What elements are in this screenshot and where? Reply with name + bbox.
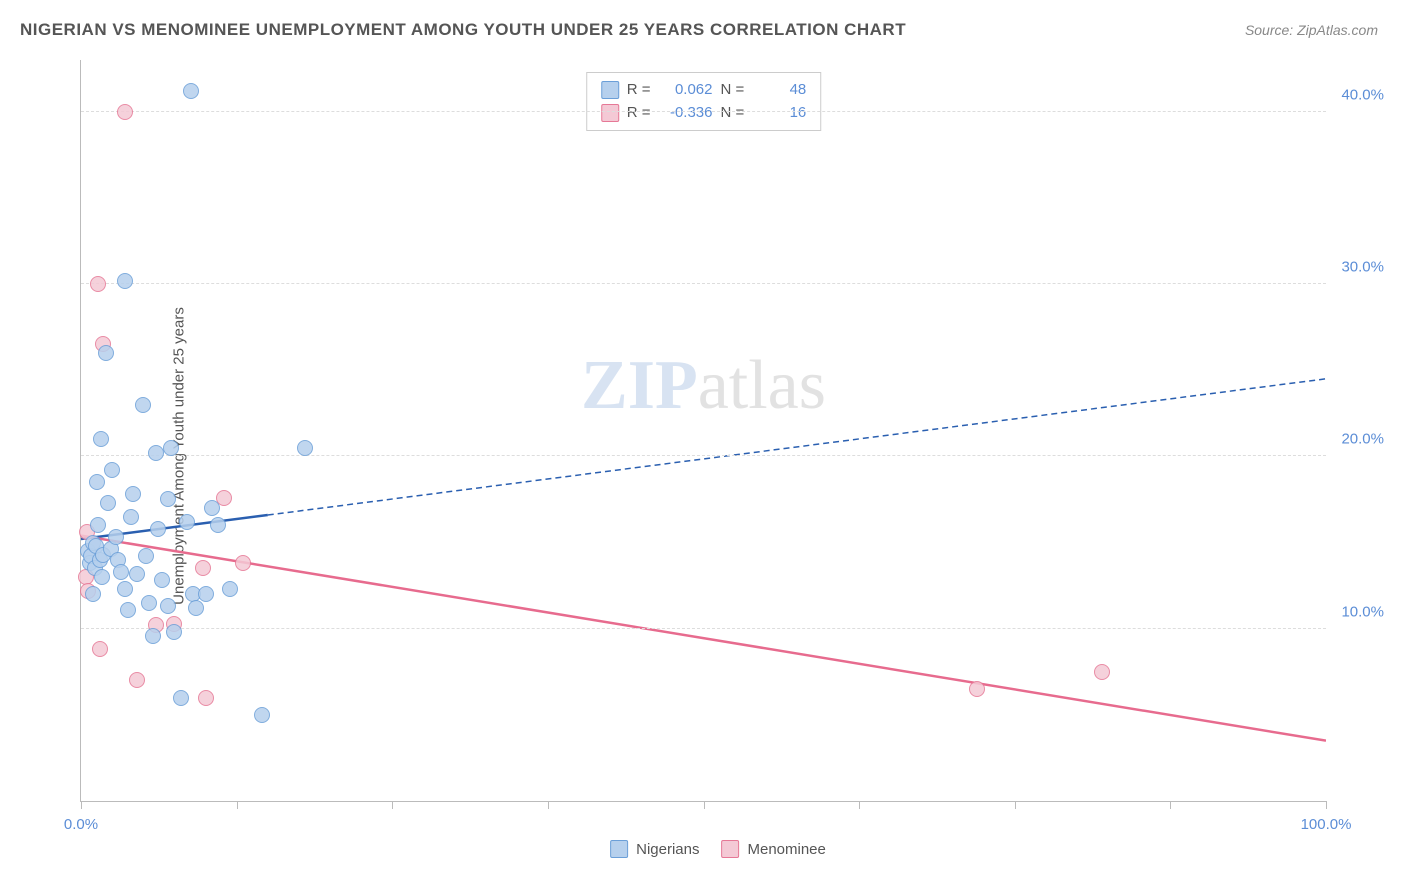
data-point-nigerians <box>188 600 204 616</box>
legend-label-menominee: Menominee <box>747 841 825 858</box>
chart-container: Unemployment Among Youth under 25 years … <box>50 50 1386 862</box>
legend-label-nigerians: Nigerians <box>636 841 699 858</box>
stats-row-menominee: R = -0.336 N = 16 <box>601 102 807 125</box>
n-label: N = <box>721 102 745 125</box>
data-point-menominee <box>90 276 106 292</box>
data-point-menominee <box>198 690 214 706</box>
data-point-nigerians <box>145 628 161 644</box>
data-point-nigerians <box>163 440 179 456</box>
r-value-nigerians: 0.062 <box>659 79 713 102</box>
x-tick <box>392 801 393 809</box>
data-point-nigerians <box>129 566 145 582</box>
data-point-nigerians <box>150 521 166 537</box>
data-point-menominee <box>1094 664 1110 680</box>
x-tick-label: 100.0% <box>1301 816 1352 833</box>
n-label: N = <box>721 79 745 102</box>
data-point-nigerians <box>254 707 270 723</box>
data-point-nigerians <box>204 500 220 516</box>
stats-row-nigerians: R = 0.062 N = 48 <box>601 79 807 102</box>
y-tick-label: 40.0% <box>1341 86 1384 103</box>
y-tick-label: 30.0% <box>1341 259 1384 276</box>
data-point-nigerians <box>89 474 105 490</box>
y-tick-label: 10.0% <box>1341 603 1384 620</box>
data-point-nigerians <box>98 345 114 361</box>
legend-item-menominee: Menominee <box>721 840 825 858</box>
data-point-nigerians <box>160 491 176 507</box>
x-tick <box>1326 801 1327 809</box>
y-tick-label: 20.0% <box>1341 431 1384 448</box>
data-point-nigerians <box>198 586 214 602</box>
gridline <box>81 628 1326 629</box>
data-point-nigerians <box>179 514 195 530</box>
gridline <box>81 455 1326 456</box>
data-point-nigerians <box>85 586 101 602</box>
x-tick <box>1015 801 1016 809</box>
data-point-nigerians <box>117 581 133 597</box>
data-point-nigerians <box>210 517 226 533</box>
data-point-nigerians <box>120 602 136 618</box>
gridline <box>81 283 1326 284</box>
x-tick-label: 0.0% <box>64 816 98 833</box>
x-tick <box>81 801 82 809</box>
x-tick <box>237 801 238 809</box>
n-value-menominee: 16 <box>752 102 806 125</box>
swatch-menominee <box>601 104 619 122</box>
legend-item-nigerians: Nigerians <box>610 840 699 858</box>
data-point-menominee <box>969 681 985 697</box>
data-point-nigerians <box>138 548 154 564</box>
stats-box: R = 0.062 N = 48 R = -0.336 N = 16 <box>586 72 822 131</box>
r-label: R = <box>627 102 651 125</box>
data-point-nigerians <box>108 529 124 545</box>
data-point-nigerians <box>297 440 313 456</box>
data-point-nigerians <box>148 445 164 461</box>
data-point-menominee <box>195 560 211 576</box>
data-point-nigerians <box>100 495 116 511</box>
source-name: ZipAtlas.com <box>1297 22 1378 38</box>
r-label: R = <box>627 79 651 102</box>
watermark: ZIPatlas <box>581 346 826 426</box>
source-prefix: Source: <box>1245 22 1297 38</box>
data-point-nigerians <box>113 564 129 580</box>
data-point-nigerians <box>141 595 157 611</box>
data-point-nigerians <box>90 517 106 533</box>
n-value-nigerians: 48 <box>752 79 806 102</box>
r-value-menominee: -0.336 <box>659 102 713 125</box>
source-attribution: Source: ZipAtlas.com <box>1245 22 1378 38</box>
data-point-nigerians <box>104 462 120 478</box>
x-tick <box>548 801 549 809</box>
data-point-nigerians <box>166 624 182 640</box>
data-point-menominee <box>235 555 251 571</box>
data-point-nigerians <box>222 581 238 597</box>
data-point-menominee <box>129 672 145 688</box>
plot-area: ZIPatlas R = 0.062 N = 48 R = -0.336 N =… <box>80 60 1326 802</box>
data-point-nigerians <box>125 486 141 502</box>
gridline <box>81 111 1326 112</box>
data-point-nigerians <box>183 83 199 99</box>
watermark-atlas: atlas <box>698 347 826 424</box>
x-tick <box>1170 801 1171 809</box>
data-point-nigerians <box>117 273 133 289</box>
data-point-nigerians <box>123 509 139 525</box>
swatch-nigerians <box>601 81 619 99</box>
chart-title: NIGERIAN VS MENOMINEE UNEMPLOYMENT AMONG… <box>20 20 906 40</box>
x-tick <box>859 801 860 809</box>
data-point-menominee <box>117 104 133 120</box>
data-point-menominee <box>92 641 108 657</box>
x-tick <box>704 801 705 809</box>
legend-swatch-nigerians <box>610 840 628 858</box>
trend-lines <box>81 60 1326 801</box>
data-point-nigerians <box>94 569 110 585</box>
data-point-nigerians <box>154 572 170 588</box>
watermark-zip: ZIP <box>581 347 698 424</box>
data-point-nigerians <box>173 690 189 706</box>
data-point-nigerians <box>135 397 151 413</box>
legend-swatch-menominee <box>721 840 739 858</box>
data-point-nigerians <box>93 431 109 447</box>
bottom-legend: Nigerians Menominee <box>610 840 826 858</box>
data-point-nigerians <box>160 598 176 614</box>
